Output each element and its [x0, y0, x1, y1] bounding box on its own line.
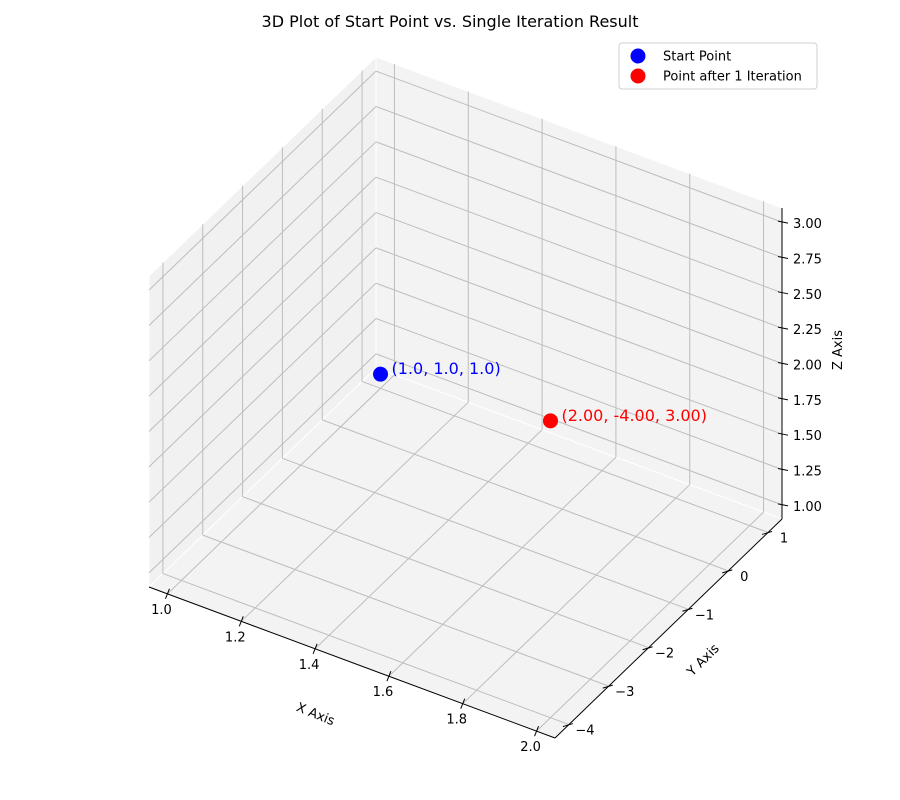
x-tick-label: 1.4 [299, 658, 320, 673]
y-tick-label: 0 [740, 570, 748, 585]
z-tick-mark [777, 468, 789, 472]
data-marks: (1.0, 1.0, 1.0) (2.00, -4.00, 3.00) [373, 359, 707, 429]
z-axis-label: Z Axis [831, 330, 846, 370]
legend-box [618, 42, 818, 90]
grid-line-z-left [148, 176, 377, 397]
grid-line-z-left [148, 106, 377, 326]
z-tick-mark [777, 503, 789, 507]
grid-line-z-left [148, 318, 377, 538]
x-tick-mark [386, 671, 392, 682]
grid-line-z-left [148, 247, 377, 468]
y-tick-mark [602, 684, 613, 689]
z-tick-mark [777, 291, 789, 295]
y-tick-mark [682, 607, 693, 612]
grid-line-z-back [375, 106, 783, 258]
y-tick-label: −2 [655, 647, 674, 662]
z-tick-label: 2.25 [793, 323, 822, 338]
grid-line-z-back [375, 353, 783, 506]
x-tick-mark [460, 698, 466, 709]
z-tick-mark [777, 362, 789, 365]
grid-line-y-floor [242, 496, 649, 649]
grid-line-z-back [375, 212, 783, 364]
z-tick-label: 1.50 [793, 429, 822, 444]
z-tick-label: 1.00 [793, 500, 822, 515]
z-tick-mark [777, 326, 789, 330]
z-tick-mark [777, 255, 789, 259]
z-tick-label: 2.00 [793, 359, 822, 374]
y-tick-label: −4 [575, 724, 594, 739]
z-tick-mark [777, 220, 789, 224]
y-tick-label: 1 [780, 531, 788, 546]
grid-line-y-floor [282, 457, 689, 610]
grid-line-z-left [148, 70, 377, 291]
grid-line-x-floor [388, 456, 617, 677]
legend-label-start-point: Start Point [663, 50, 731, 65]
grid-line-z-back [375, 141, 783, 294]
y-tick-label: −1 [695, 608, 714, 623]
grid-line-x-floor [240, 401, 469, 622]
z-tick-mark [777, 432, 789, 436]
start-point-annotation: (1.0, 1.0, 1.0) [392, 359, 501, 378]
grid-line-z-back [375, 247, 783, 400]
grid-line-z-left [148, 353, 377, 574]
x-tick-label: 2.0 [520, 740, 541, 755]
y-tick-mark [562, 723, 574, 728]
z-tick-mark [777, 397, 789, 401]
x-axis-line [148, 586, 556, 739]
grid-line-z-left [148, 282, 377, 503]
z-tick-label: 3.00 [793, 217, 822, 232]
z-tick-label: 2.50 [793, 288, 822, 303]
y-tick-mark [722, 569, 733, 574]
axes: 1.0 1.2 1.4 1.6 1.8 2.0 1 0 −1 −2 −3 −4 1.00 1.25 1.50… [148, 208, 822, 755]
grid-line-z-back [375, 176, 783, 329]
legend-label-iteration-point: Point after 1 Iteration [663, 70, 802, 85]
grid-line-y-floor [162, 573, 570, 726]
z-tick-label: 2.75 [793, 252, 822, 267]
grid-line-x-floor [314, 429, 543, 650]
x-tick-label: 1.2 [225, 630, 246, 645]
x-tick-mark [164, 588, 170, 600]
z-tick-label: 1.25 [793, 465, 822, 480]
grid-line-y-floor [202, 534, 609, 687]
y-tick-mark [761, 530, 773, 535]
grid-line-z-back [375, 282, 783, 435]
y-tick-mark [642, 646, 653, 651]
grid-line-x-floor [167, 374, 395, 595]
x-tick-mark [534, 725, 540, 737]
y-axis-label: Y Axis [684, 641, 723, 680]
y-axis-line [554, 518, 783, 739]
iteration-point-annotation: (2.00, -4.00, 3.00) [561, 406, 706, 425]
grid-line-y-floor [361, 380, 769, 533]
x-tick-label: 1.8 [446, 713, 467, 728]
legend-marker-iteration-point [630, 68, 646, 84]
x-tick-mark [312, 643, 318, 654]
x-tick-mark [238, 616, 244, 627]
grid-lines [148, 63, 783, 732]
grid-line-x-floor [462, 484, 691, 705]
grid-line-z-back [375, 70, 783, 223]
grid-line-z-back [375, 318, 783, 470]
legend-marker-start-point [630, 48, 646, 64]
iteration-point-marker [542, 413, 558, 429]
grid-line-y-floor [322, 419, 729, 572]
grid-line-z-left [148, 212, 377, 432]
chart-title: 3D Plot of Start Point vs. Single Iterat… [262, 12, 639, 31]
legend: Start Point Point after 1 Iteration [618, 42, 818, 90]
y-tick-label: −3 [615, 685, 634, 700]
z-tick-label: 1.75 [793, 394, 822, 409]
x-axis-label: X Axis [294, 700, 337, 729]
grid-line-x-floor [536, 511, 764, 732]
start-point-marker [373, 366, 389, 382]
x-tick-label: 1.6 [373, 685, 394, 700]
grid-line-z-left [148, 141, 377, 362]
x-tick-label: 1.0 [151, 603, 172, 618]
